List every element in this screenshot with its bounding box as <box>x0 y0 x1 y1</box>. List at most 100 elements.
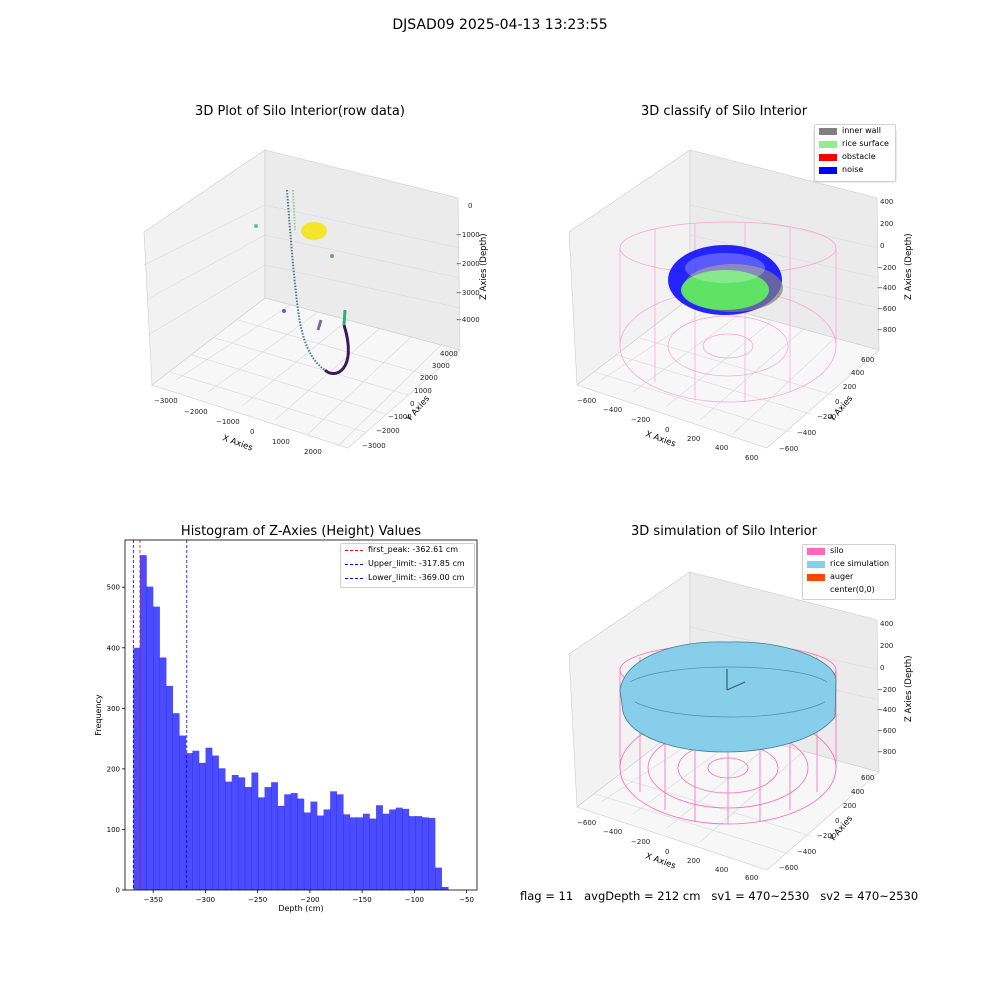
raw-3d-plot: −3000 −2000 −1000 0 1000 2000 −3000 −200… <box>143 149 489 456</box>
histogram-xlabel: Depth (cm) <box>278 904 323 913</box>
classify-legend-box: inner wall rice surface obstacle noise <box>814 124 896 182</box>
legend-label: Lower_limit: -369.00 cm <box>368 573 465 582</box>
raw-ztick: −1000 <box>456 231 480 239</box>
histogram-bar <box>172 713 180 890</box>
simulation-ztick: −200 <box>877 686 896 694</box>
histogram-title: Histogram of Z-Axies (Height) Values <box>180 524 422 539</box>
classify-xtick: 600 <box>745 454 758 462</box>
histogram-yticks: 0 100 200 300 400 500 <box>107 584 125 895</box>
histogram-bar <box>284 794 292 890</box>
raw-spiral-upper <box>286 189 326 371</box>
histogram-ylabel: Frequency <box>94 694 103 736</box>
histogram-bar <box>244 787 252 890</box>
histogram-bar <box>317 815 324 890</box>
simulation-legend-box: silo rice simulation auger center(0,0) <box>802 544 896 600</box>
simulation-ztick: −800 <box>877 748 896 756</box>
simulation-ytick: 0 <box>835 817 839 825</box>
histogram-bar <box>205 747 213 890</box>
histogram-bar <box>336 794 344 890</box>
simulation-ztick: 0 <box>880 664 884 672</box>
status-footer: flag = 11 avgDepth = 212 cm sv1 = 470~25… <box>520 889 919 903</box>
simulation-xlabel: X Axies <box>644 851 677 871</box>
classify-plot-title: 3D classify of Silo Interior <box>640 104 808 119</box>
classify-xtick: 400 <box>715 444 728 452</box>
histogram-xtick-label: −350 <box>144 896 163 904</box>
histogram-bar <box>310 801 318 890</box>
legend-swatch-silo <box>807 548 825 555</box>
simulation-3d-plot: −600 −400 −200 0 200 400 600 −600 −400 −… <box>568 571 914 882</box>
classify-ytick: 400 <box>851 369 864 377</box>
histogram-bar <box>153 606 160 890</box>
histogram-xtick-label: −100 <box>405 896 424 904</box>
simulation-xtick: −400 <box>603 828 622 836</box>
classify-ytick: −200 <box>817 413 836 421</box>
histogram-bar <box>343 814 351 890</box>
raw-xtick: 2000 <box>304 448 322 456</box>
histogram-bar <box>218 768 226 890</box>
classify-xtick: 200 <box>687 435 700 443</box>
legend-line-first-peak <box>345 550 363 551</box>
classify-xtick: −200 <box>631 416 650 424</box>
histogram-bar <box>303 812 311 890</box>
histogram-bar <box>395 807 403 890</box>
histogram-bar <box>198 762 206 890</box>
simulation-xtick: 600 <box>745 874 758 882</box>
histogram-ytick-label: 100 <box>107 826 120 834</box>
simulation-xtick: −600 <box>577 819 596 827</box>
legend-swatch-inner-wall <box>819 128 837 135</box>
classify-ytick: 0 <box>835 398 839 406</box>
raw-ytick: −3000 <box>362 442 386 450</box>
classify-point-cloud <box>668 245 783 315</box>
raw-cluster-yellow <box>301 222 327 240</box>
histogram-chart: −350 −300 −250 −200 −150 −100 −50 0 100 200 300 40… <box>94 539 478 913</box>
legend-label: center(0,0) <box>830 585 875 594</box>
simulation-ytick: 200 <box>843 802 856 810</box>
histogram-xtick-label: −50 <box>459 896 474 904</box>
raw-ztick: −3000 <box>456 289 480 297</box>
raw-ytick: −1000 <box>388 413 412 421</box>
classify-xtick: −600 <box>577 397 596 405</box>
legend-label: obstacle <box>842 152 876 161</box>
histogram-bar <box>402 808 410 890</box>
raw-ytick: −2000 <box>376 427 400 435</box>
legend-label: first_peak: -362.61 cm <box>368 545 459 554</box>
raw-xtick: −2000 <box>184 408 208 416</box>
classify-ytick: −600 <box>779 445 798 453</box>
legend-line-upper-limit <box>345 564 363 565</box>
raw-xtick: −3000 <box>154 397 178 405</box>
raw-xtick: 1000 <box>272 438 290 446</box>
simulation-xtick: 200 <box>687 857 700 865</box>
legend-line-lower-limit <box>345 578 363 579</box>
histogram-bar <box>257 797 265 890</box>
histogram-bar <box>421 817 429 890</box>
histogram-axes-frame <box>124 539 478 891</box>
histogram-bar <box>389 809 397 890</box>
histogram-bar <box>290 793 298 890</box>
legend-label: inner wall <box>842 126 882 135</box>
classify-ztick: −600 <box>877 305 896 313</box>
simulation-ztick: −400 <box>877 706 896 714</box>
histogram-bar <box>166 685 174 890</box>
raw-ztick: −4000 <box>456 316 480 324</box>
simulation-ytick: 400 <box>851 788 864 796</box>
raw-ztick: 0 <box>468 202 472 210</box>
legend-label: rice surface <box>842 139 889 148</box>
raw-ytick: 2000 <box>420 374 438 382</box>
simulation-ytick: −200 <box>817 832 836 840</box>
histogram-ytick-label: 500 <box>107 584 120 592</box>
raw-ylabel: Y Axies <box>404 394 432 425</box>
simulation-ytick: −400 <box>797 848 816 856</box>
simulation-zlabel: Z Axies (Depth) <box>904 655 914 722</box>
histogram-bar <box>356 817 364 890</box>
histogram-ytick-label: 0 <box>116 887 120 895</box>
histogram-xtick-label: −200 <box>300 896 319 904</box>
histogram-bar <box>179 735 187 890</box>
raw-ytick: 1000 <box>414 387 432 395</box>
classify-ztick: −200 <box>877 264 896 272</box>
histogram-bar <box>428 817 436 890</box>
raw-xtick: 0 <box>250 428 254 436</box>
classify-ztick: −800 <box>877 326 896 334</box>
histogram-bar <box>382 813 390 890</box>
legend-label: silo <box>830 546 844 555</box>
histogram-bar <box>408 816 416 890</box>
